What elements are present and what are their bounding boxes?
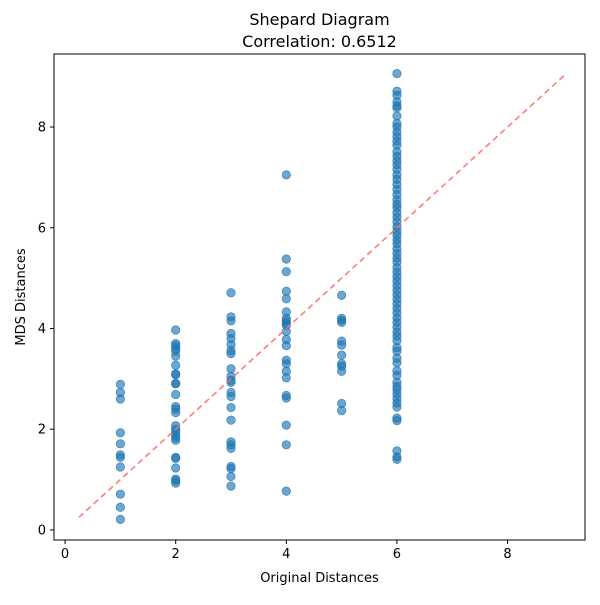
y-axis-ticks: 0 2 4 6 8 (38, 121, 54, 538)
data-point (171, 325, 181, 335)
y-tick-label: 2 (38, 423, 46, 438)
data-point (115, 379, 125, 389)
data-point (171, 407, 181, 418)
data-point (115, 489, 125, 499)
data-point (115, 428, 125, 438)
data-point (281, 286, 291, 296)
data-point (281, 340, 291, 351)
data-point (171, 360, 181, 370)
data-point (226, 471, 236, 482)
data-point (337, 340, 347, 350)
data-point (281, 440, 291, 450)
data-point (337, 366, 347, 376)
data-point (392, 454, 402, 465)
chart-subtitle: Correlation: 0.6512 (242, 32, 397, 51)
data-point (115, 452, 125, 463)
data-point (392, 416, 402, 426)
data-point (337, 317, 347, 328)
data-point (115, 462, 125, 472)
data-point (171, 453, 181, 464)
data-point (226, 415, 236, 425)
data-point (281, 486, 291, 496)
plot-frame (53, 53, 586, 541)
data-point (171, 370, 181, 380)
y-tick-label: 8 (38, 121, 46, 136)
data-point (115, 502, 125, 512)
scatter-points (115, 69, 402, 524)
data-point (226, 481, 236, 491)
data-point (337, 290, 347, 300)
data-point (281, 359, 291, 369)
data-point (171, 389, 181, 400)
data-point (226, 364, 236, 374)
data-point (115, 439, 125, 449)
data-point (281, 170, 291, 180)
data-point (392, 69, 402, 79)
x-tick-label: 8 (503, 547, 511, 562)
data-point (392, 111, 402, 121)
data-point (115, 514, 125, 524)
data-point (115, 394, 125, 404)
x-tick-label: 6 (393, 547, 401, 562)
data-point (281, 420, 291, 430)
data-point (171, 379, 181, 389)
x-tick-label: 4 (282, 547, 290, 562)
data-point (171, 478, 181, 488)
data-point (392, 358, 402, 368)
data-point (281, 254, 291, 264)
data-point (226, 288, 236, 298)
data-point (226, 443, 236, 453)
data-point (171, 435, 181, 445)
data-point (392, 103, 402, 113)
data-point (226, 402, 236, 413)
x-tick-label: 2 (172, 547, 180, 562)
y-tick-label: 4 (38, 322, 46, 337)
y-tick-label: 0 (38, 523, 46, 538)
data-point (281, 266, 291, 277)
x-axis-label: Original Distances (260, 571, 379, 586)
data-point (392, 402, 402, 412)
data-point (226, 349, 236, 359)
data-point (171, 351, 181, 361)
y-axis-label: MDS Distances (14, 248, 29, 345)
data-point (281, 393, 291, 403)
x-tick-label: 0 (61, 547, 69, 562)
chart-title: Shepard Diagram (249, 10, 389, 29)
data-point (337, 405, 347, 416)
data-point (226, 316, 236, 326)
data-point (171, 463, 181, 473)
y-tick-label: 6 (38, 221, 46, 236)
data-point (226, 463, 236, 474)
data-point (281, 373, 291, 383)
data-point (337, 350, 347, 360)
data-point (226, 391, 236, 402)
x-axis-ticks: 0 2 4 6 8 (61, 540, 512, 562)
data-point (281, 294, 291, 304)
